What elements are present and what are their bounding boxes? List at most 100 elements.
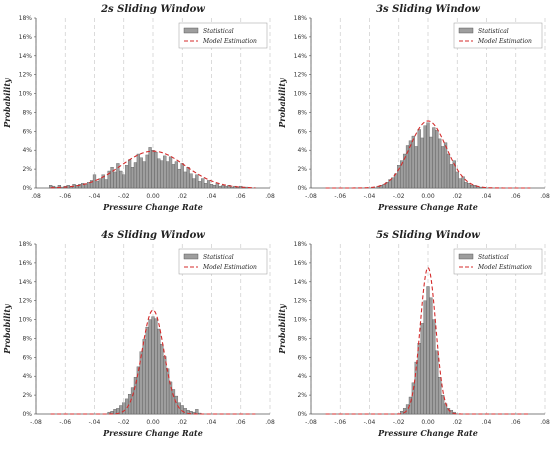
y-tick-label: 18% — [19, 241, 33, 248]
x-axis-title: Pressure Change Rate — [377, 428, 478, 438]
x-tick-label: .02 — [452, 419, 462, 426]
histogram-bar — [98, 178, 102, 189]
y-tick-label: 6% — [297, 354, 307, 361]
model-estimation-curve — [325, 120, 531, 189]
histogram-bar — [432, 127, 436, 189]
histogram-bar — [192, 178, 196, 189]
y-tick-label: 14% — [294, 279, 308, 286]
histogram-bar — [154, 151, 158, 189]
histogram-bar — [458, 178, 462, 189]
histogram-bar — [195, 174, 199, 189]
x-tick-label: 0.00 — [421, 419, 435, 426]
histogram-bar — [221, 185, 225, 189]
histogram-bar — [195, 409, 199, 415]
y-tick-label: 8% — [297, 335, 307, 342]
histogram-bar — [420, 137, 424, 189]
histogram-bar — [142, 161, 146, 189]
y-axis-title: Probability — [2, 77, 12, 129]
legend-swatch-statistical — [458, 253, 474, 260]
x-tick-label: .06 — [236, 419, 246, 426]
histogram-bar — [438, 377, 442, 415]
y-tick-label: 10% — [19, 91, 33, 98]
histogram-bar — [201, 178, 205, 189]
legend-box — [453, 248, 543, 275]
y-tick-label: 2% — [22, 392, 32, 399]
histogram-bar — [429, 136, 433, 189]
chart-panel: 2s Sliding Window 0% 2% 4% 6% 8% 10% 12% 14% 16% 1… — [2, 4, 275, 212]
y-tick-label: 2% — [297, 166, 307, 173]
y-tick-label: 0% — [22, 411, 32, 418]
legend-label-model: Model Estimation — [202, 264, 257, 271]
y-tick-label: 8% — [297, 109, 307, 116]
x-tick-label: .06 — [236, 193, 246, 200]
histogram-bar — [130, 167, 135, 189]
x-tick-label: .02 — [452, 193, 462, 200]
histogram-bar — [166, 161, 170, 189]
histogram-bar — [84, 184, 88, 189]
histogram-bar — [429, 297, 433, 415]
histogram-bar — [95, 181, 100, 189]
histogram-bar — [405, 404, 410, 415]
y-tick-label: 4% — [22, 147, 32, 154]
x-tick-label: -.04 — [364, 193, 376, 200]
histogram-bar — [160, 343, 164, 415]
histogram-bar — [60, 186, 64, 189]
x-tick-label: .06 — [511, 419, 521, 426]
y-tick-label: 10% — [294, 91, 308, 98]
histogram-bar — [136, 153, 140, 189]
x-tick-label: .04 — [207, 193, 217, 200]
histogram-bar — [160, 160, 164, 189]
histogram-bar — [189, 173, 193, 189]
chart-title: 3s Sliding Window — [376, 4, 480, 15]
model-estimation-curve — [50, 150, 256, 189]
histogram-bar — [467, 183, 471, 189]
histogram-bar — [479, 186, 483, 189]
histogram-bar — [163, 155, 167, 189]
histogram-bar — [438, 138, 442, 189]
x-tick-label: -.02 — [393, 419, 405, 426]
histogram-bar — [92, 174, 97, 189]
histogram-bar — [470, 185, 474, 189]
legend-label-statistical: Statistical — [203, 254, 234, 261]
legend-box — [453, 22, 543, 49]
chart-title: 2s Sliding Window — [100, 4, 205, 15]
x-tick-label: 0.00 — [421, 193, 435, 200]
x-tick-label: .04 — [482, 193, 492, 200]
histogram-bar — [209, 184, 214, 189]
histogram-bar — [145, 326, 149, 415]
y-tick-label: 4% — [297, 373, 307, 380]
histogram-bar — [180, 405, 184, 415]
x-tick-label: .04 — [207, 419, 217, 426]
histogram-bar — [186, 167, 190, 189]
x-tick-label: -.06 — [334, 193, 346, 200]
legend-label-model: Model Estimation — [477, 38, 532, 45]
histogram-bar — [168, 156, 173, 189]
histogram-bar — [174, 395, 179, 415]
y-tick-label: 4% — [297, 147, 307, 154]
histogram-bar — [423, 300, 427, 415]
histogram-bar — [206, 180, 211, 189]
x-tick-label: .08 — [540, 193, 550, 200]
x-tick-label: -.02 — [118, 419, 130, 426]
y-axis-title: Probability — [277, 303, 287, 355]
x-tick-label: -.08 — [305, 419, 317, 426]
y-tick-label: 14% — [294, 53, 308, 60]
histogram-bar — [183, 171, 187, 189]
histogram-bar — [171, 164, 176, 189]
histogram-bar — [180, 163, 184, 189]
x-tick-label: .08 — [31, 193, 41, 200]
histogram-bar — [130, 387, 135, 415]
histogram-bar — [177, 168, 181, 189]
x-tick-label: .08 — [265, 419, 275, 426]
histogram-bar — [441, 394, 445, 415]
y-tick-label: 12% — [19, 298, 33, 305]
x-axis-title: Pressure Change Rate — [102, 202, 203, 212]
histogram-bar — [443, 142, 448, 189]
legend-label-statistical: Statistical — [478, 254, 509, 261]
y-tick-label: 4% — [22, 373, 32, 380]
x-tick-label: -.02 — [393, 193, 405, 200]
y-tick-label: 8% — [22, 109, 32, 116]
x-tick-label: -.04 — [89, 193, 101, 200]
y-tick-label: 16% — [294, 260, 308, 267]
x-tick-label: -.06 — [59, 193, 71, 200]
